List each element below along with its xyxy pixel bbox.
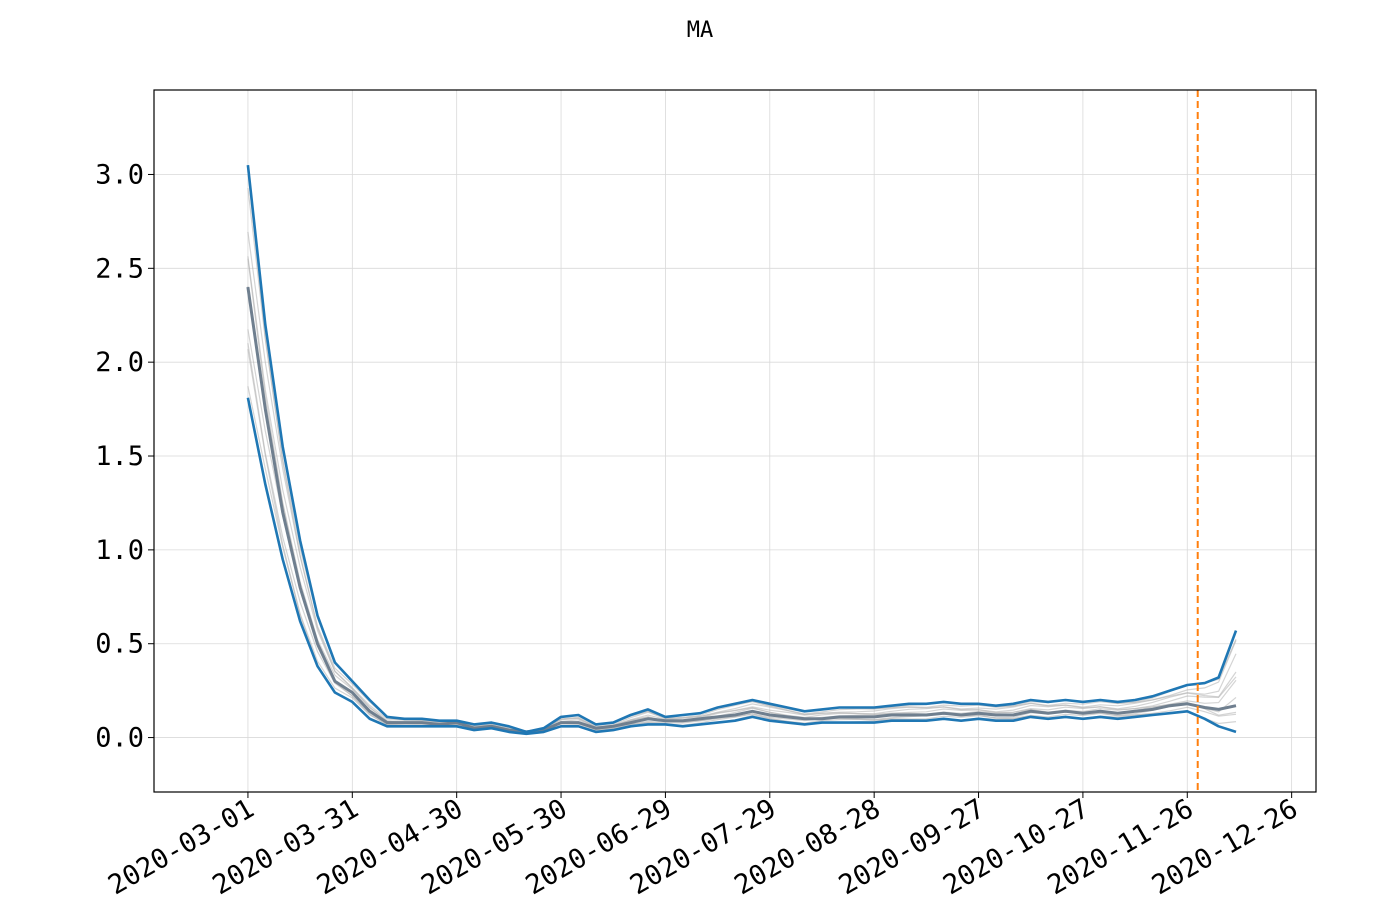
lower-band-line — [246, 397, 1237, 736]
sample-line — [247, 386, 1237, 735]
sample-line — [247, 187, 1237, 733]
plot-frame — [153, 89, 1317, 793]
y-axis: 0.0 0.5 1.0 1.5 2.0 2.5 3.0 — [95, 159, 154, 754]
sample-trajectories — [247, 171, 1237, 735]
y-tick-label: 1.5 — [95, 441, 144, 472]
sample-line — [247, 256, 1237, 734]
y-tick-label: 0.0 — [95, 723, 144, 754]
upper-band-line — [246, 164, 1238, 734]
chart-title: MA — [687, 18, 714, 43]
sample-line — [247, 343, 1237, 735]
series-lines — [246, 164, 1238, 736]
sample-line — [247, 329, 1237, 734]
sample-line — [247, 286, 1237, 734]
sample-line — [247, 258, 1237, 734]
grid-lines — [154, 90, 1316, 792]
y-tick-label: 1.0 — [95, 535, 144, 566]
median-line — [246, 286, 1237, 734]
y-tick-label: 2.5 — [95, 253, 144, 284]
sample-line — [247, 171, 1237, 733]
y-tick-label: 2.0 — [95, 347, 144, 378]
sample-line — [247, 349, 1237, 735]
y-tick-label: 0.5 — [95, 629, 144, 660]
sample-line — [247, 231, 1237, 733]
x-axis: 2020-03-012020-03-312020-04-302020-05-30… — [103, 792, 1303, 900]
y-tick-label: 3.0 — [95, 159, 144, 190]
